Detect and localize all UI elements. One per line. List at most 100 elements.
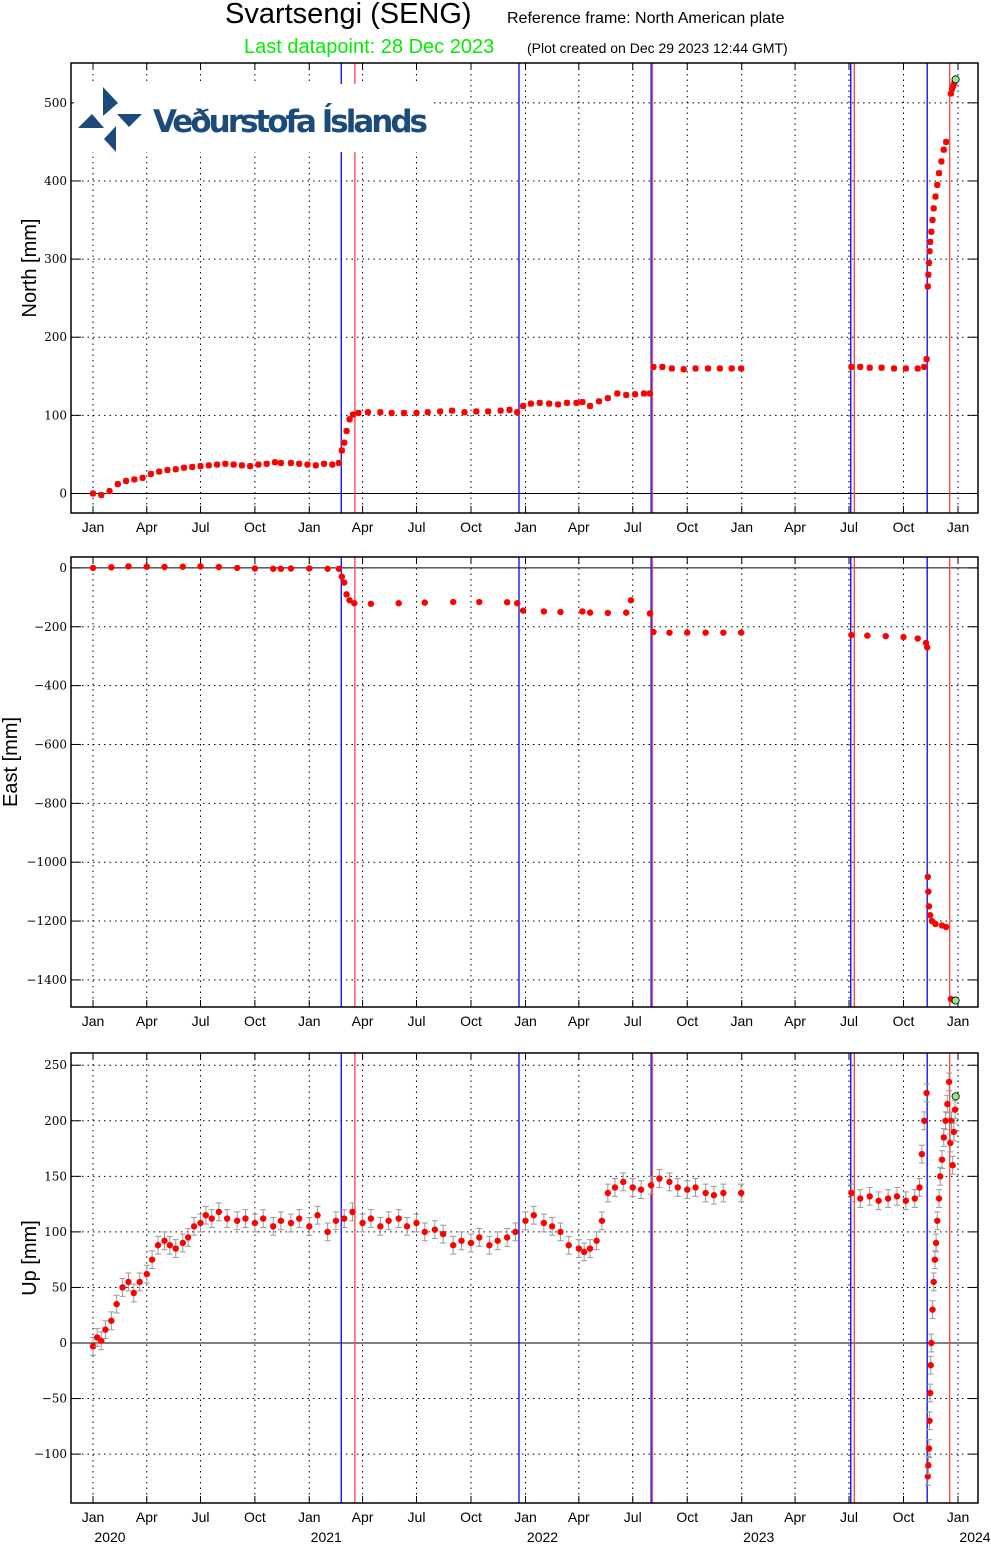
data-point [926, 911, 934, 919]
x-tick-label: Jan [514, 1509, 537, 1525]
data-point [893, 1193, 901, 1200]
data-point [710, 1192, 718, 1199]
data-point [296, 460, 303, 467]
data-point [931, 1256, 939, 1263]
data-point [503, 599, 511, 606]
panel-east: Jan Apr Jul Oct Jan Apr Jul Oct Jan Apr Jul Oct Jan A… [0, 556, 979, 1029]
data-point [114, 480, 122, 488]
data-point [102, 1326, 109, 1333]
data-point [172, 1245, 179, 1252]
data-point [586, 402, 594, 410]
x-tick-label: Oct [893, 1509, 915, 1525]
x-tick-label: Oct [244, 1013, 266, 1029]
x-tick-label: Jan [947, 519, 970, 535]
data-point [674, 1184, 681, 1191]
data-point [335, 565, 343, 572]
x-tick-label: Oct [460, 519, 482, 535]
data-point [934, 1217, 941, 1224]
data-point [106, 487, 113, 495]
data-point [519, 402, 527, 410]
data-point [215, 1208, 223, 1216]
data-point [857, 363, 864, 371]
x-tick-label: Jan [730, 1509, 753, 1525]
data-point [640, 390, 648, 397]
x-tick-label: Jan [514, 519, 537, 535]
data-point [940, 1134, 947, 1141]
data-point [923, 1089, 930, 1097]
data-point [737, 629, 745, 636]
data-point [215, 563, 223, 571]
data-point [924, 873, 931, 881]
x-tick-label: Jul [624, 1013, 642, 1029]
data-point [287, 1219, 295, 1227]
data-point [620, 1178, 627, 1186]
y-tick-label: 500 [44, 96, 67, 110]
x-tick-label: Apr [568, 519, 590, 535]
data-point [119, 1284, 126, 1291]
data-point [647, 1182, 655, 1189]
data-point [238, 462, 246, 469]
data-point [623, 609, 630, 616]
data-point [514, 600, 521, 607]
x-tick-label: Oct [676, 1509, 698, 1525]
data-point [627, 597, 635, 604]
data-point [494, 1237, 501, 1244]
data-point [306, 1223, 313, 1230]
data-point [450, 1242, 457, 1249]
data-point [113, 1300, 120, 1308]
data-point [650, 628, 657, 636]
data-point [89, 1343, 97, 1350]
data-point [940, 146, 947, 153]
x-tick-label: Apr [568, 1013, 590, 1029]
data-point [147, 470, 155, 478]
year-label: 2023 [743, 1529, 774, 1544]
x-tick-label: Jul [408, 1509, 426, 1525]
data-point [595, 398, 603, 405]
data-point [190, 1223, 198, 1230]
data-point [637, 1186, 645, 1193]
y-tick-label: 50 [52, 1280, 67, 1294]
data-point [923, 644, 931, 651]
x-tick-label: Jul [192, 1509, 210, 1525]
data-point [359, 1219, 366, 1227]
year-label: 2022 [527, 1529, 558, 1544]
data-point [554, 401, 562, 408]
year-label: 2024 [959, 1529, 990, 1544]
data-point [277, 459, 285, 467]
x-tick-label: Apr [136, 519, 158, 535]
data-point [270, 1223, 277, 1230]
data-point [918, 1150, 926, 1158]
x-tick-label: Jan [947, 1013, 970, 1029]
data-point [875, 1197, 882, 1204]
data-point [136, 1278, 143, 1286]
data-point [233, 564, 241, 572]
data-point [271, 459, 279, 466]
data-point [926, 248, 933, 255]
data-point [646, 390, 654, 397]
data-point [623, 391, 630, 399]
data-point [329, 461, 336, 468]
x-tick-label: Jan [947, 1509, 970, 1525]
data-point [242, 1215, 249, 1222]
data-point [684, 629, 691, 636]
data-point [335, 459, 343, 467]
x-tick-label: Oct [893, 519, 915, 535]
data-point [536, 399, 543, 407]
panel-north: Jan Apr Jul Oct Jan Apr Jul Oct Jan Apr Jul Oct Jan A… [19, 62, 979, 535]
data-point [925, 903, 933, 910]
x-tick-label: Jan [514, 1013, 537, 1029]
data-point [914, 365, 921, 372]
data-point [367, 600, 375, 607]
last-datapoint: Last datapoint: 28 Dec 2023 [244, 36, 494, 58]
data-point [925, 271, 932, 278]
data-point [349, 411, 357, 418]
data-point [932, 920, 939, 928]
y-tick-label: −800 [34, 796, 67, 810]
data-point [233, 1217, 241, 1224]
data-point [565, 1242, 572, 1249]
data-point [367, 1215, 375, 1222]
data-point [213, 461, 221, 468]
data-point [702, 1189, 709, 1197]
plot-created: (Plot created on Dec 29 2023 12:44 GMT) [527, 40, 788, 56]
